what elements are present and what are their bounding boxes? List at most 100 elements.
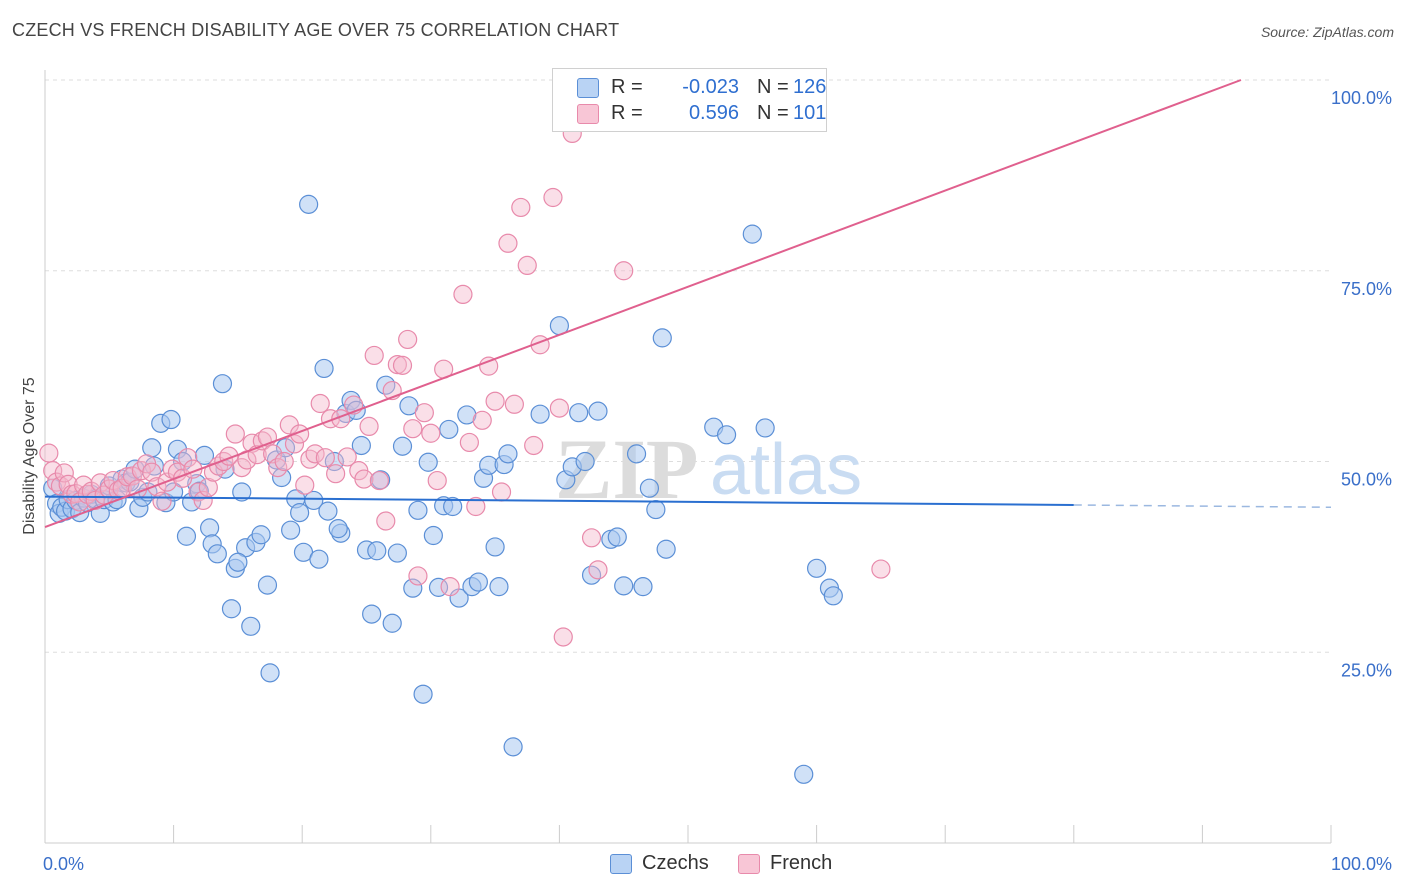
czechs-point <box>823 586 843 606</box>
czechs-point <box>382 613 402 633</box>
czechs-point <box>656 539 676 559</box>
french-point <box>392 355 413 375</box>
french-point <box>252 431 272 451</box>
bottom-legend-label-czechs: Czechs <box>642 852 709 874</box>
czechs-point <box>314 358 334 379</box>
czechs-point <box>443 496 463 517</box>
czechs-point <box>251 525 271 545</box>
french-point <box>305 444 325 464</box>
french-point <box>214 451 234 472</box>
french-point <box>54 463 74 483</box>
czechs-point <box>290 503 310 523</box>
czechs-point <box>367 541 387 561</box>
czechs-point <box>304 490 324 511</box>
french-point <box>479 356 499 376</box>
chart-title: CZECH VS FRENCH DISABILITY AGE OVER 75 C… <box>12 20 620 40</box>
french-point <box>178 448 198 468</box>
czechs-point <box>260 663 280 683</box>
french-point <box>553 627 573 647</box>
czechs-point <box>794 764 814 784</box>
bottom-legend-label-french: French <box>770 852 833 874</box>
czechs-point <box>376 375 396 395</box>
x-tick-label-right: 100.0% <box>1331 854 1392 874</box>
czechs-point <box>498 444 518 464</box>
french-point <box>369 470 389 491</box>
legend-r-label: R = <box>611 76 643 98</box>
czechs-point <box>257 575 278 595</box>
bottom-legend-swatch-czechs <box>610 854 632 874</box>
czechs-point <box>639 478 660 498</box>
french-point <box>485 391 505 411</box>
french-point <box>142 462 162 482</box>
french-point <box>315 448 335 468</box>
french-point <box>39 443 59 463</box>
french-point <box>337 447 357 467</box>
french-point <box>472 410 492 430</box>
axis-labels: 25.0% 50.0% 75.0% 100.0% 0.0% 100.0% Disabilit… <box>21 88 1392 874</box>
y-tick-label: 25.0% <box>1341 660 1392 680</box>
czechs-point <box>221 599 242 619</box>
french-point <box>459 432 479 453</box>
french-point <box>354 469 374 489</box>
czechs-point <box>392 436 413 456</box>
french-point <box>198 477 218 498</box>
legend-n-value: 126 <box>793 76 827 98</box>
french-trend-line <box>44 79 1242 529</box>
czechs-point <box>281 520 301 540</box>
french-point <box>376 511 396 531</box>
czechs-point <box>194 445 215 465</box>
czechs-point <box>716 425 737 445</box>
french-point <box>466 496 486 517</box>
watermark-atlas: atlas <box>710 430 862 510</box>
french-point <box>453 284 473 305</box>
czechs-point <box>806 558 827 578</box>
czechs-point <box>633 577 653 597</box>
french-point <box>364 345 384 366</box>
french-point <box>274 451 294 472</box>
czechs-point <box>351 435 371 456</box>
czechs-point <box>489 577 509 597</box>
czechs-point <box>575 451 595 472</box>
correlation-legend: R = -0.023 N = 126 R = 0.596 N = 101 <box>552 68 827 132</box>
czechs-point <box>207 544 227 564</box>
czechs-point <box>212 374 233 394</box>
czechs-point <box>272 467 292 488</box>
french-point <box>581 528 602 548</box>
czechs-point <box>362 604 382 624</box>
czechs-points <box>43 194 843 784</box>
czechs-point <box>607 527 627 547</box>
legend-n-label: N = <box>757 76 789 98</box>
czechs-point <box>161 409 181 430</box>
french-point <box>403 419 423 439</box>
czechs-point <box>228 552 248 572</box>
czechs-point <box>142 438 162 458</box>
french-point <box>225 424 245 444</box>
legend-r-value: -0.023 <box>682 76 739 98</box>
french-point <box>543 187 563 208</box>
french-point <box>117 467 137 487</box>
french-point <box>398 329 418 350</box>
source-label: Source: ZipAtlas.com <box>1260 24 1394 40</box>
bottom-legend-swatch-french <box>738 854 760 874</box>
czechs-point <box>530 404 550 424</box>
czechs-point <box>318 501 338 521</box>
french-point <box>295 475 315 495</box>
french-point <box>491 482 512 502</box>
french-point <box>517 255 537 276</box>
french-point <box>326 464 346 484</box>
french-point <box>498 233 518 253</box>
czechs-point <box>742 224 762 244</box>
y-tick-label: 50.0% <box>1341 470 1392 490</box>
french-point <box>147 477 167 497</box>
czechs-point <box>176 526 197 546</box>
czechs-point <box>387 543 407 563</box>
czechs-point <box>200 518 220 538</box>
trend-lines <box>44 79 1332 529</box>
french-points <box>39 123 891 647</box>
french-point <box>284 434 305 454</box>
french-point <box>440 577 460 597</box>
legend-swatch-czechs <box>577 78 599 98</box>
czechs-point <box>755 418 775 438</box>
czechs-point <box>403 578 423 598</box>
